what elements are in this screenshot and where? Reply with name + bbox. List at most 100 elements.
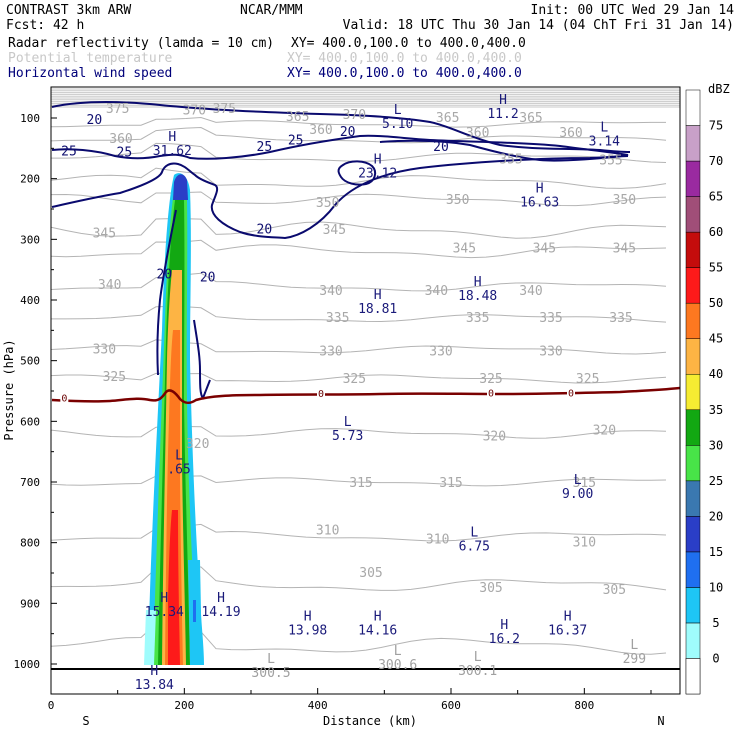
theta-label: 365: [519, 111, 542, 126]
extremum-value: 3.14: [589, 134, 620, 149]
extremum-value: 23.12: [358, 167, 397, 182]
x-tick-label: 200: [174, 699, 194, 712]
colorbar-swatch: [685, 551, 701, 588]
colorbar-top-slot: [685, 89, 701, 126]
zero-isotherm-label: 0: [61, 393, 67, 404]
colorbar-level: 45: [709, 332, 723, 346]
field-2-xy: XY= 400.0,100.0 to 400.0,400.0: [287, 51, 522, 66]
colorbar-swatch: [685, 160, 701, 197]
theta-label: 315: [573, 476, 596, 491]
wind-label: 20: [257, 223, 273, 238]
center-name: NCAR/MMM: [240, 3, 303, 18]
theta-contour: [51, 191, 667, 207]
extremum-value: 300.6: [378, 658, 417, 673]
colorbar-level: 35: [709, 403, 723, 417]
theta-label: 345: [533, 241, 556, 256]
extremum-type: H: [536, 182, 544, 197]
extremum-type: H: [499, 93, 507, 108]
theta-contour: [51, 116, 666, 128]
wind-contours: [51, 101, 631, 400]
colorbar-swatch: [685, 231, 701, 268]
wind-label: 25: [257, 140, 273, 155]
colorbar-swatch: [685, 445, 701, 482]
wind-label: 25: [61, 144, 77, 159]
theta-label: 345: [453, 241, 476, 256]
extremum-value: 300.1: [458, 664, 497, 679]
y-axis-label: Pressure (hPa): [2, 339, 16, 440]
extremum-value: 11.2: [487, 107, 518, 122]
theta-label: 305: [479, 581, 502, 596]
extremum-type: H: [500, 618, 508, 633]
extremum-type: L: [394, 644, 402, 659]
extremum-value: 15.34: [145, 605, 184, 620]
wind-label: 20: [340, 125, 356, 140]
extremum-type: L: [175, 449, 183, 464]
extremum-type: H: [474, 275, 482, 290]
theta-label: 365: [436, 111, 459, 126]
zero-isotherm-labels: 0 0 0 0: [60, 387, 575, 404]
field-1-name: Radar reflectivity (lamda = 10 cm): [8, 36, 274, 51]
theta-label: 365: [286, 110, 309, 125]
colorbar-swatch: [685, 516, 701, 553]
colorbar-level: 75: [709, 119, 723, 133]
valid-time: Valid: 18 UTC Thu 30 Jan 14 (04 ChT Fri …: [343, 18, 734, 33]
zero-label-bg: [487, 387, 495, 398]
theta-contour: [51, 218, 667, 239]
colorbar-level: 0: [712, 651, 719, 665]
extremum-type: L: [470, 526, 478, 541]
colorbar-level: 15: [709, 545, 723, 559]
colorbar-swatch: [685, 338, 701, 375]
wind-label: 20: [157, 268, 173, 283]
extremum-value: 16.37: [548, 623, 587, 638]
theta-label: 360: [109, 132, 132, 147]
theta-contour: [51, 425, 667, 439]
colorbar-level: 60: [709, 225, 723, 239]
colorbar-swatch: [685, 267, 701, 304]
y-tick-label: 900: [20, 597, 40, 610]
theta-label: 325: [576, 372, 599, 387]
y-axis: 100 200 300 400 500 600 700 800 900 1000: [14, 112, 57, 671]
theta-label: 320: [483, 430, 506, 445]
plume-lower-right-blue: [193, 600, 196, 622]
extremum-type: H: [160, 591, 168, 606]
field-1-xy: XY= 400.0,100.0 to 400.0,400.0: [291, 36, 526, 51]
extremum-value: 299: [623, 652, 646, 667]
colorbar-level: 50: [709, 296, 723, 310]
colorbar-swatch: [685, 373, 701, 411]
extremum-type: H: [304, 609, 312, 624]
field-2-name: Potential temperature: [8, 51, 173, 66]
zero-label-bg: [60, 392, 69, 403]
zero-isotherm-label: 0: [568, 388, 574, 399]
colorbar-swatch: [685, 125, 701, 162]
extremum-type: L: [474, 650, 482, 665]
theta-label: 360: [559, 126, 582, 141]
theta-label: 345: [93, 226, 116, 241]
x-tick-label: 400: [308, 699, 328, 712]
extremum-value: 14.19: [201, 605, 240, 620]
y-tick-label: 800: [20, 537, 40, 550]
colorbar-swatch: [685, 302, 701, 339]
colorbar-level: 5: [712, 616, 719, 630]
zero-label-bg: [567, 387, 575, 398]
x-axis-label: Distance (km): [323, 714, 417, 728]
zero-label-bg: [317, 388, 325, 399]
theta-label: 325: [103, 370, 126, 385]
theta-contour: [51, 475, 667, 487]
extremum-value: 9.00: [562, 487, 593, 502]
colorbar-level: 10: [709, 580, 723, 594]
y-tick-label: 400: [20, 294, 40, 307]
extremum-value: 13.84: [135, 678, 174, 693]
theta-label: 325: [479, 372, 502, 387]
theta-label: 330: [539, 345, 562, 360]
extremum-type: L: [344, 415, 352, 430]
colorbar-level: 55: [709, 261, 723, 275]
y-tick-label: 700: [20, 476, 40, 489]
theta-label: 355: [599, 153, 622, 168]
y-tick-label: 600: [20, 415, 40, 428]
wind-contour-20-lower: [51, 155, 629, 240]
y-tick-label: 100: [20, 112, 40, 125]
wind-contour-20-left: [156, 209, 177, 376]
theta-contour: [51, 239, 667, 259]
colorbar-level: 65: [709, 190, 723, 204]
plume-anvil-top: [173, 174, 188, 200]
